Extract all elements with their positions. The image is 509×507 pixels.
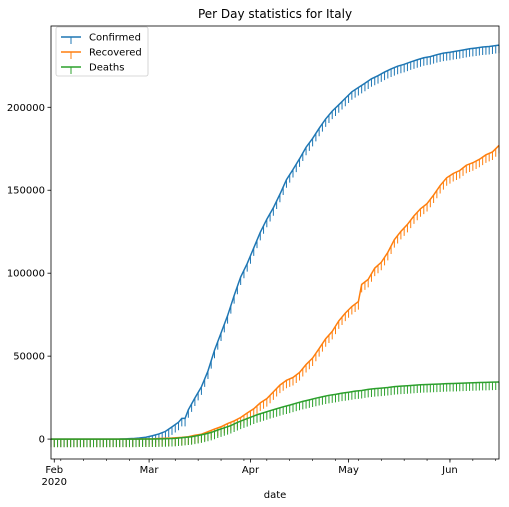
series-recovered <box>50 144 500 448</box>
plot-frame <box>50 25 500 460</box>
legend-label: Deaths <box>89 63 124 74</box>
plot-area <box>50 25 500 460</box>
series-deaths <box>50 381 500 448</box>
x-tick-label: May <box>338 465 359 476</box>
x-tick-sublabel: 2020 <box>42 477 67 488</box>
x-tick-label: Mar <box>140 465 160 476</box>
y-tick-label: 150000 <box>7 186 45 197</box>
series-confirmed <box>50 44 500 448</box>
series-markers-recovered <box>50 145 500 448</box>
legend-box <box>55 26 149 77</box>
chart-title: Per Day statistics for Italy <box>198 7 352 21</box>
legend-item-confirmed: Confirmed <box>61 33 141 44</box>
legend-label: Confirmed <box>89 33 141 44</box>
y-tick-label: 50000 <box>13 352 45 363</box>
series-markers-deaths <box>50 382 500 448</box>
x-tick-label: Apr <box>242 465 260 476</box>
y-axis: 0 50000 100000 150000 200000 <box>7 103 51 446</box>
legend-item-recovered: Recovered <box>61 48 142 59</box>
legend-label: Recovered <box>89 48 142 59</box>
series-line-confirmed <box>50 44 500 440</box>
legend: Confirmed Recovered Deaths <box>55 26 149 77</box>
y-tick-label: 0 <box>39 435 45 446</box>
x-tick-label: Jun <box>441 465 458 476</box>
series-layer <box>50 44 500 448</box>
y-tick-label: 200000 <box>7 103 45 114</box>
legend-item-deaths: Deaths <box>61 63 124 74</box>
x-axis-label: date <box>264 490 287 501</box>
x-tick-label: Feb <box>45 465 63 476</box>
series-markers-confirmed <box>50 45 500 448</box>
y-tick-label: 100000 <box>7 269 45 280</box>
series-line-recovered <box>51 144 500 440</box>
